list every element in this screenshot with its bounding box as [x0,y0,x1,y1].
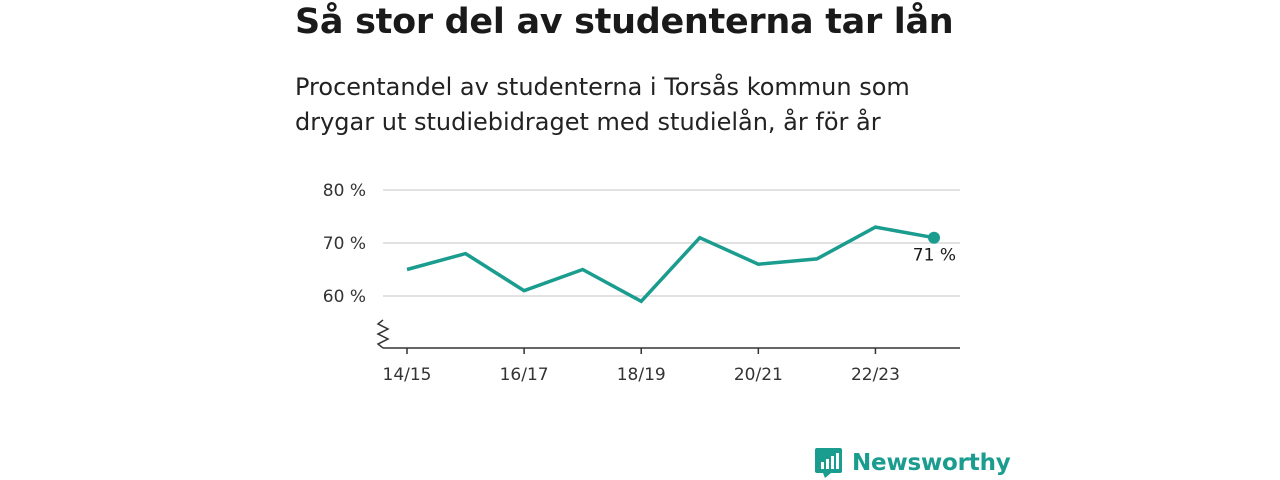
x-tick-label: 16/17 [500,365,549,385]
y-axis-ticks: 60 % 70 % 80 % [323,181,366,307]
end-point-marker [928,231,940,244]
brand-logo: Newsworthy [814,447,1011,479]
y-tick-label: 70 % [323,234,366,254]
end-value-label: 71 % [913,246,956,266]
y-tick-label: 80 % [323,181,366,201]
x-axis [376,319,960,349]
newsworthy-logo-icon [815,448,842,478]
x-tick-label: 20/21 [734,365,783,385]
axis-break-icon [376,319,390,349]
series-line-path [406,225,935,304]
grid-lines [383,189,960,297]
x-tick-label: 18/19 [617,365,666,385]
chart-title: Så stor del av studenterna tar lån [295,2,954,42]
y-tick-label: 60 % [323,287,366,307]
x-axis-ticks: 14/15 16/17 18/19 20/21 22/23 [383,348,900,385]
x-tick-label: 14/15 [383,365,432,385]
brand-name: Newsworthy [852,450,1011,476]
series-line: 71 % [406,225,956,304]
x-tick-label: 22/23 [851,365,900,385]
chart-subtitle: Procentandel av studenterna i Torsås kom… [295,73,910,136]
